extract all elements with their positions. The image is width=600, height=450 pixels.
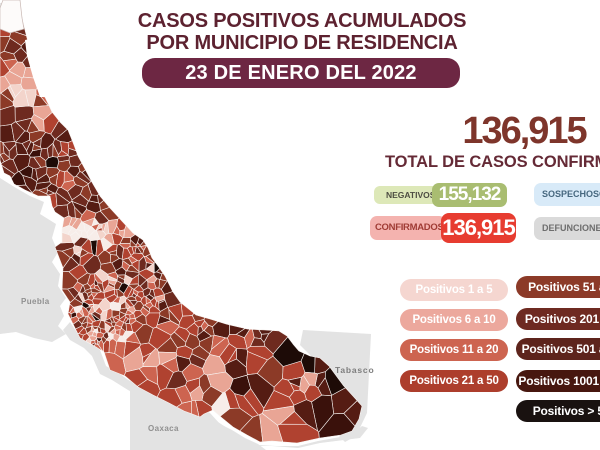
svg-text:Oaxaca: Oaxaca <box>148 424 179 433</box>
svg-text:Puebla: Puebla <box>21 297 50 306</box>
svg-text:Tabasco: Tabasco <box>335 365 374 375</box>
